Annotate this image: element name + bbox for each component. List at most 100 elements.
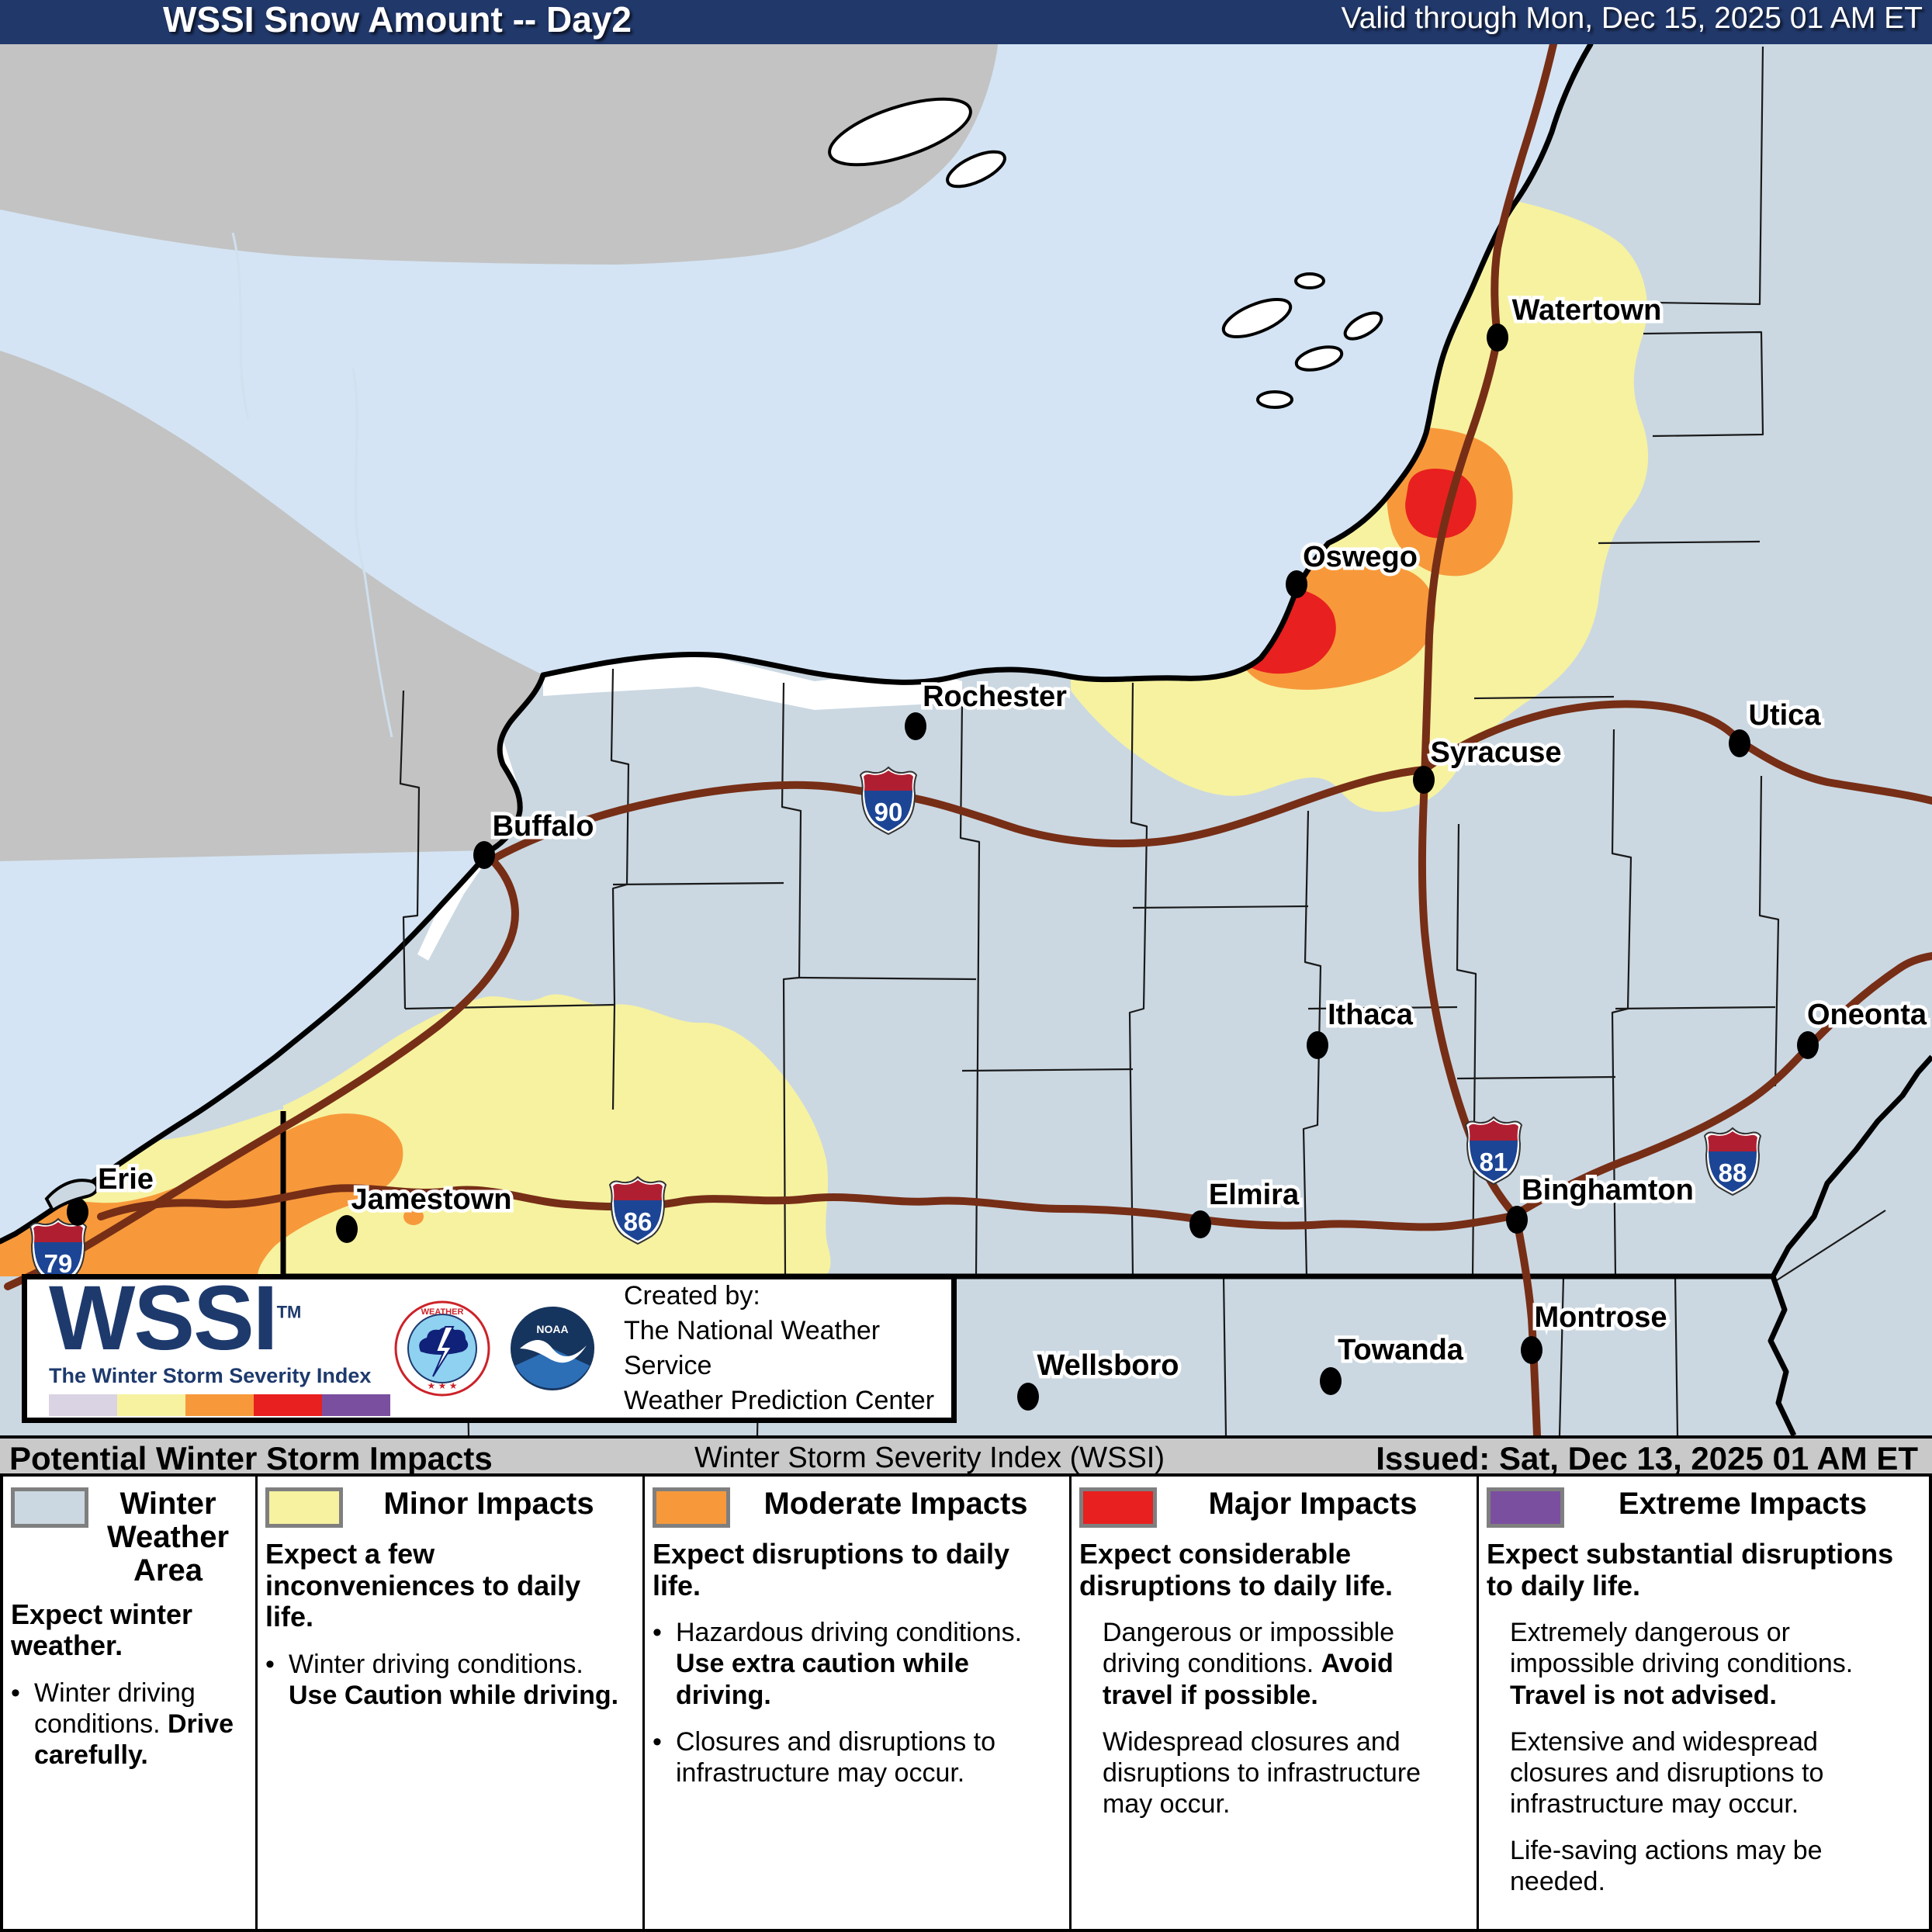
city-label: Towanda [1338,1334,1464,1366]
shorelines [0,44,1594,1245]
wssi-scale-step-0 [49,1394,117,1416]
wssi-scale-step-3 [254,1394,322,1416]
road-i88 [1518,952,1932,1214]
city-utica: Utica [1729,696,1825,757]
legend-lead: Expect winter weather. [11,1598,193,1662]
org-line-2: Weather Prediction Center [624,1385,935,1415]
city-dot [905,712,926,740]
impacts-bar-title: Potential Winter Storm Impacts [9,1440,493,1477]
road-i90 [88,700,1932,1247]
legend-title: Winter Weather Area [106,1487,230,1588]
city-label: Wellsboro [1037,1349,1179,1382]
legend-column-moderate-impacts: Moderate Impacts Expect disruptions to da… [645,1477,1072,1929]
city-ithaca: Ithaca [1307,995,1417,1059]
shield-number: 86 [624,1207,653,1236]
city-label: Oswego [1303,541,1418,573]
city-dot [1521,1336,1542,1364]
legend: Winter Weather Area Expect winter weather… [0,1477,1932,1932]
legend-item: Life-saving actions may be needed. [1510,1836,1823,1897]
city-erie: Erie [67,1160,157,1226]
legend-swatch [653,1487,730,1528]
water-and-canada [0,44,1591,1241]
info-bar: Potential Winter Storm Impacts Winter St… [0,1435,1932,1477]
wssi-scale-step-4 [322,1394,390,1416]
legend-item: • Hazardous driving conditions. Use extra… [653,1618,1023,1710]
shield-number: 90 [874,798,903,826]
city-label: Buffalo [493,810,594,843]
legend-lead: Expect substantial disruptions to daily … [1487,1538,1894,1601]
legend-title: Minor Impacts [383,1487,594,1521]
org-line-1: The National Weather Service [624,1316,881,1380]
legend-item: • Closures and disruptions to infrastruct… [653,1726,996,1788]
road-i86 [97,1184,1521,1231]
wssi-index-label: Winter Storm Severity Index (WSSI) [694,1442,1165,1474]
city-dot [1189,1210,1211,1238]
valid-through-text: Valid through Mon, Dec 15, 2025 01 AM ET [1341,2,1923,35]
nws-logo-icon: WEATHER ★ ★ ★ [394,1300,490,1397]
city-dot [1413,766,1435,794]
noaa-logo-icon: NOAA [506,1302,599,1395]
legend-swatch [11,1487,88,1528]
city-dot [1286,570,1307,598]
legend-lead: Expect a few inconveniences to daily lif… [265,1538,581,1633]
wssi-scale-step-1 [117,1394,185,1416]
shield-number: 81 [1480,1148,1508,1176]
city-wellsboro: Wellsboro [1017,1346,1182,1411]
city-label: Oneonta [1807,999,1927,1031]
shield-number: 79 [44,1249,73,1278]
map: 90 86 81 88 79 Watertown Oswego Rochester Syrac… [0,44,1932,1435]
legend-swatch [265,1487,343,1528]
county-lines [399,46,1886,1435]
city-dot [473,841,495,869]
wssi-brand: WSSITM The Winter Storm Severity Index [27,1267,390,1416]
interstate-shield-90: 90 [859,766,918,836]
svg-text:WEATHER: WEATHER [421,1307,464,1317]
interstate-shield-81: 81 [1464,1116,1523,1186]
legend-title: Major Impacts [1208,1487,1418,1521]
city-label: Syracuse [1430,736,1561,769]
city-binghamton: Binghamton [1506,1171,1697,1234]
issued-timestamp: Issued: Sat, Dec 13, 2025 01 AM ET [1376,1440,1918,1477]
interstate-shield-86: 86 [608,1175,667,1245]
legend-item: Extensive and widespread closures and di… [1510,1726,1824,1819]
svg-text:NOAA: NOAA [536,1323,568,1335]
city-label: Erie [98,1163,154,1196]
city-label: Jamestown [351,1183,512,1216]
legend-column-extreme-impacts: Extreme Impacts Expect substantial disrup… [1479,1477,1929,1929]
city-label: Elmira [1209,1179,1300,1211]
city-dot [1487,324,1508,351]
legend-item: • Winter driving conditions. Use Caution … [265,1650,619,1711]
city-label: Rochester [923,680,1067,713]
city-rochester: Rochester [905,677,1071,740]
bullet-marker: • [653,1726,662,1757]
wssi-tagline: The Winter Storm Severity Index [49,1363,372,1387]
legend-swatch [1487,1487,1564,1528]
city-label: Utica [1749,699,1822,732]
interstate-shield-88: 88 [1703,1127,1762,1196]
legend-lead: Expect considerable disruptions to daily… [1079,1538,1394,1601]
wssi-color-scale [49,1394,390,1416]
city-label: Watertown [1512,294,1662,327]
wssi-scale-step-2 [185,1394,254,1416]
legend-item: Extremely dangerous or impossible drivin… [1510,1618,1854,1710]
wssi-wordmark: WSSITM [49,1267,302,1370]
city-label: Binghamton [1522,1174,1694,1207]
city-buffalo: Buffalo [473,807,597,869]
legend-swatch [1079,1487,1157,1528]
legend-item: • Winter driving conditions. Drive carefu… [11,1678,234,1771]
created-by-block: Created by: The National Weather Service… [624,1279,951,1418]
wssi-logo-box: WSSITM The Winter Storm Severity Index W… [22,1267,957,1423]
legend-title: Extreme Impacts [1618,1487,1868,1521]
city-syracuse: Syracuse [1413,733,1565,794]
city-jamestown: Jamestown [336,1180,515,1243]
svg-text:★ ★ ★: ★ ★ ★ [428,1380,458,1391]
interstate-shield-79: 79 [29,1217,88,1287]
bullet-marker: • [265,1650,275,1680]
shield-number: 88 [1719,1158,1747,1187]
city-labels: Watertown Oswego Rochester Syracuse Utica Buf… [67,291,1930,1411]
created-by-label: Created by: [624,1281,760,1311]
city-dot [1729,729,1750,757]
city-oneonta: Oneonta [1797,995,1930,1059]
city-elmira: Elmira [1189,1175,1303,1238]
